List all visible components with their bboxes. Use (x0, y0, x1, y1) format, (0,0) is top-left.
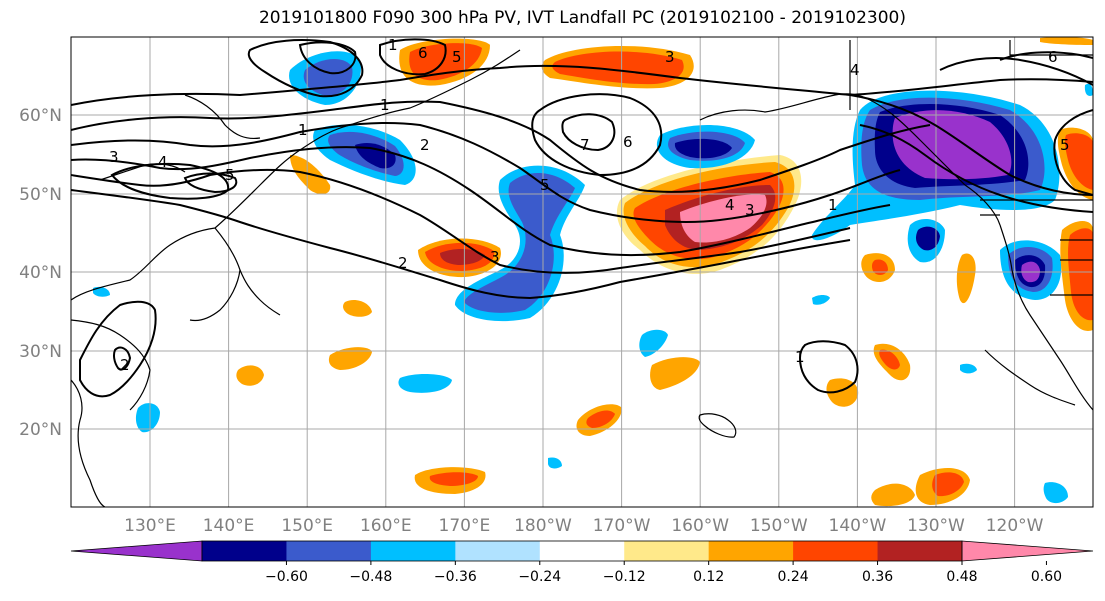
colorbar-tick-label: −0.48 (349, 569, 392, 585)
coastlines (71, 40, 1093, 507)
contour-label: 2 (120, 356, 130, 374)
lon-tick-label: 170°W (593, 516, 651, 536)
colorbar-outline (201, 540, 963, 562)
contour-label: 1 (795, 348, 805, 366)
colorbar-cell (877, 541, 963, 561)
lat-tick-label: 20°N (19, 420, 62, 440)
contour-label: 1 (380, 96, 390, 114)
map-title: 2019101800 F090 300 hPa PV, IVT Landfall… (258, 8, 906, 28)
contour-label: 6 (418, 44, 428, 62)
contour-label: 4 (850, 61, 860, 79)
colorbar-tick-label: 0.36 (862, 569, 893, 585)
colorbar-extend-min (70, 540, 203, 562)
lon-tick-labels: 130°E 140°E 150°E 160°E 170°E 180°W 170°… (124, 516, 1044, 536)
lon-tick-label: 180°W (514, 516, 572, 536)
contour-label: 4 (725, 196, 735, 214)
lon-tick-label: 160°W (671, 516, 729, 536)
contour-label: 2 (420, 136, 430, 154)
pv-contours (71, 38, 1093, 398)
lat-tick-label: 60°N (19, 106, 62, 126)
lon-tick-label: 140°E (203, 516, 255, 536)
colorbar-cell (370, 541, 456, 561)
contour-label: 5 (1060, 136, 1070, 154)
contour-label: 1 (388, 36, 398, 54)
lat-tick-label: 40°N (19, 263, 62, 283)
colorbar-cell (286, 541, 372, 561)
contour-label: 3 (490, 248, 500, 266)
colorbar-tick-label: 0.24 (778, 569, 809, 585)
colorbar-cells (70, 540, 1094, 562)
contour-label: 1 (828, 196, 838, 214)
lon-tick-label: 130°E (124, 516, 176, 536)
colorbar-ticks: −0.60 −0.48 −0.36 −0.24 −0.12 0.12 0.24 0.36 0.4… (265, 561, 1062, 585)
colorbar-cell (202, 541, 287, 561)
colorbar-tick-label: 0.60 (1031, 569, 1062, 585)
contour-label: 4 (158, 153, 168, 171)
colorbar-cell (624, 541, 710, 561)
contour-label: 7 (580, 136, 590, 154)
contour-labels: 3 4 5 1 2 2 6 5 1 1 2 5 3 7 6 3 4 3 1 4 … (109, 36, 1070, 374)
lon-tick-label: 130°W (907, 516, 965, 536)
colorbar-cell (455, 541, 541, 561)
colorbar-tick-label: 0.48 (946, 569, 977, 585)
colorbar-tick-label: 0.12 (693, 569, 724, 585)
lon-tick-label: 170°E (439, 516, 491, 536)
contour-label: 6 (1048, 48, 1058, 66)
lon-tick-label: 150°W (750, 516, 808, 536)
contour-label: 5 (225, 166, 235, 184)
contour-label: 3 (109, 148, 119, 166)
colorbar-tick-label: −0.24 (518, 569, 561, 585)
lat-tick-label: 50°N (19, 185, 62, 205)
contour-label: 5 (540, 176, 550, 194)
colorbar-extend-max (961, 540, 1094, 562)
contour-label: 3 (665, 48, 675, 66)
contour-label: 2 (398, 254, 408, 272)
lat-tick-labels: 60°N 50°N 40°N 30°N 20°N (19, 106, 62, 440)
colorbar-cell (793, 541, 879, 561)
plot-frame (70, 36, 1094, 508)
lon-tick-label: 140°W (829, 516, 887, 536)
contour-label: 3 (745, 201, 755, 219)
contour-label: 6 (623, 133, 633, 151)
contour-label: 5 (452, 48, 462, 66)
colorbar-tick-label: −0.12 (603, 569, 646, 585)
colorbar-tick-label: −0.36 (434, 569, 477, 585)
colorbar: −0.60 −0.48 −0.36 −0.24 −0.12 0.12 0.24 0.36 0.4… (70, 540, 1094, 585)
colorbar-tick-label: −0.60 (265, 569, 308, 585)
contour-label: 1 (298, 121, 308, 139)
colorbar-cell (708, 541, 794, 561)
lon-tick-label: 120°W (986, 516, 1044, 536)
colorbar-cell (539, 541, 625, 561)
lon-tick-label: 150°E (281, 516, 333, 536)
lon-tick-label: 160°E (360, 516, 412, 536)
lat-tick-label: 30°N (19, 342, 62, 362)
